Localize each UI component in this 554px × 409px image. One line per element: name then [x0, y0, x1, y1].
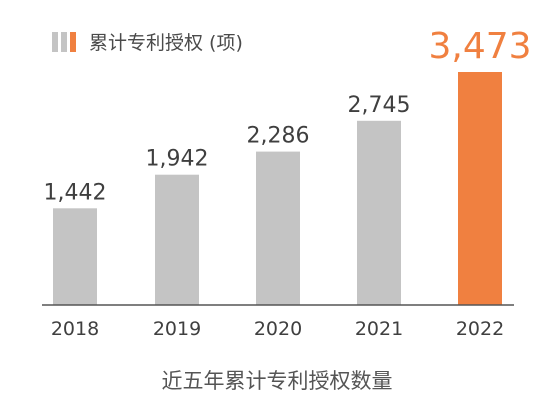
- value-label-2020: 2,286: [247, 124, 310, 149]
- x-tick-labels: 2018 2019 2020 2021 2022: [51, 318, 504, 340]
- bar-2021: [357, 120, 401, 305]
- legend-label: 累计专利授权 (项): [89, 32, 243, 54]
- x-tick-2019: 2019: [153, 318, 201, 340]
- legend-swatch-gray-2: [61, 32, 67, 52]
- x-tick-2018: 2018: [51, 318, 99, 340]
- bar-2022: [458, 72, 502, 305]
- bar-2018: [53, 208, 97, 305]
- legend: 累计专利授权 (项): [52, 32, 243, 54]
- bars: [53, 72, 502, 305]
- x-tick-2020: 2020: [254, 318, 302, 340]
- value-label-2019: 1,942: [146, 147, 209, 172]
- value-label-2021: 2,745: [348, 93, 411, 118]
- value-labels: 1,442 1,942 2,286 2,745 3,473: [44, 26, 532, 205]
- legend-swatch-gray-1: [52, 32, 58, 52]
- x-tick-2022: 2022: [456, 318, 504, 340]
- chart-caption: 近五年累计专利授权数量: [162, 369, 393, 393]
- legend-swatch-orange: [70, 32, 76, 52]
- value-label-2018: 1,442: [44, 180, 107, 205]
- value-label-2022: 3,473: [428, 26, 531, 67]
- bar-2020: [256, 151, 300, 305]
- bar-2019: [155, 174, 199, 305]
- x-tick-2021: 2021: [355, 318, 403, 340]
